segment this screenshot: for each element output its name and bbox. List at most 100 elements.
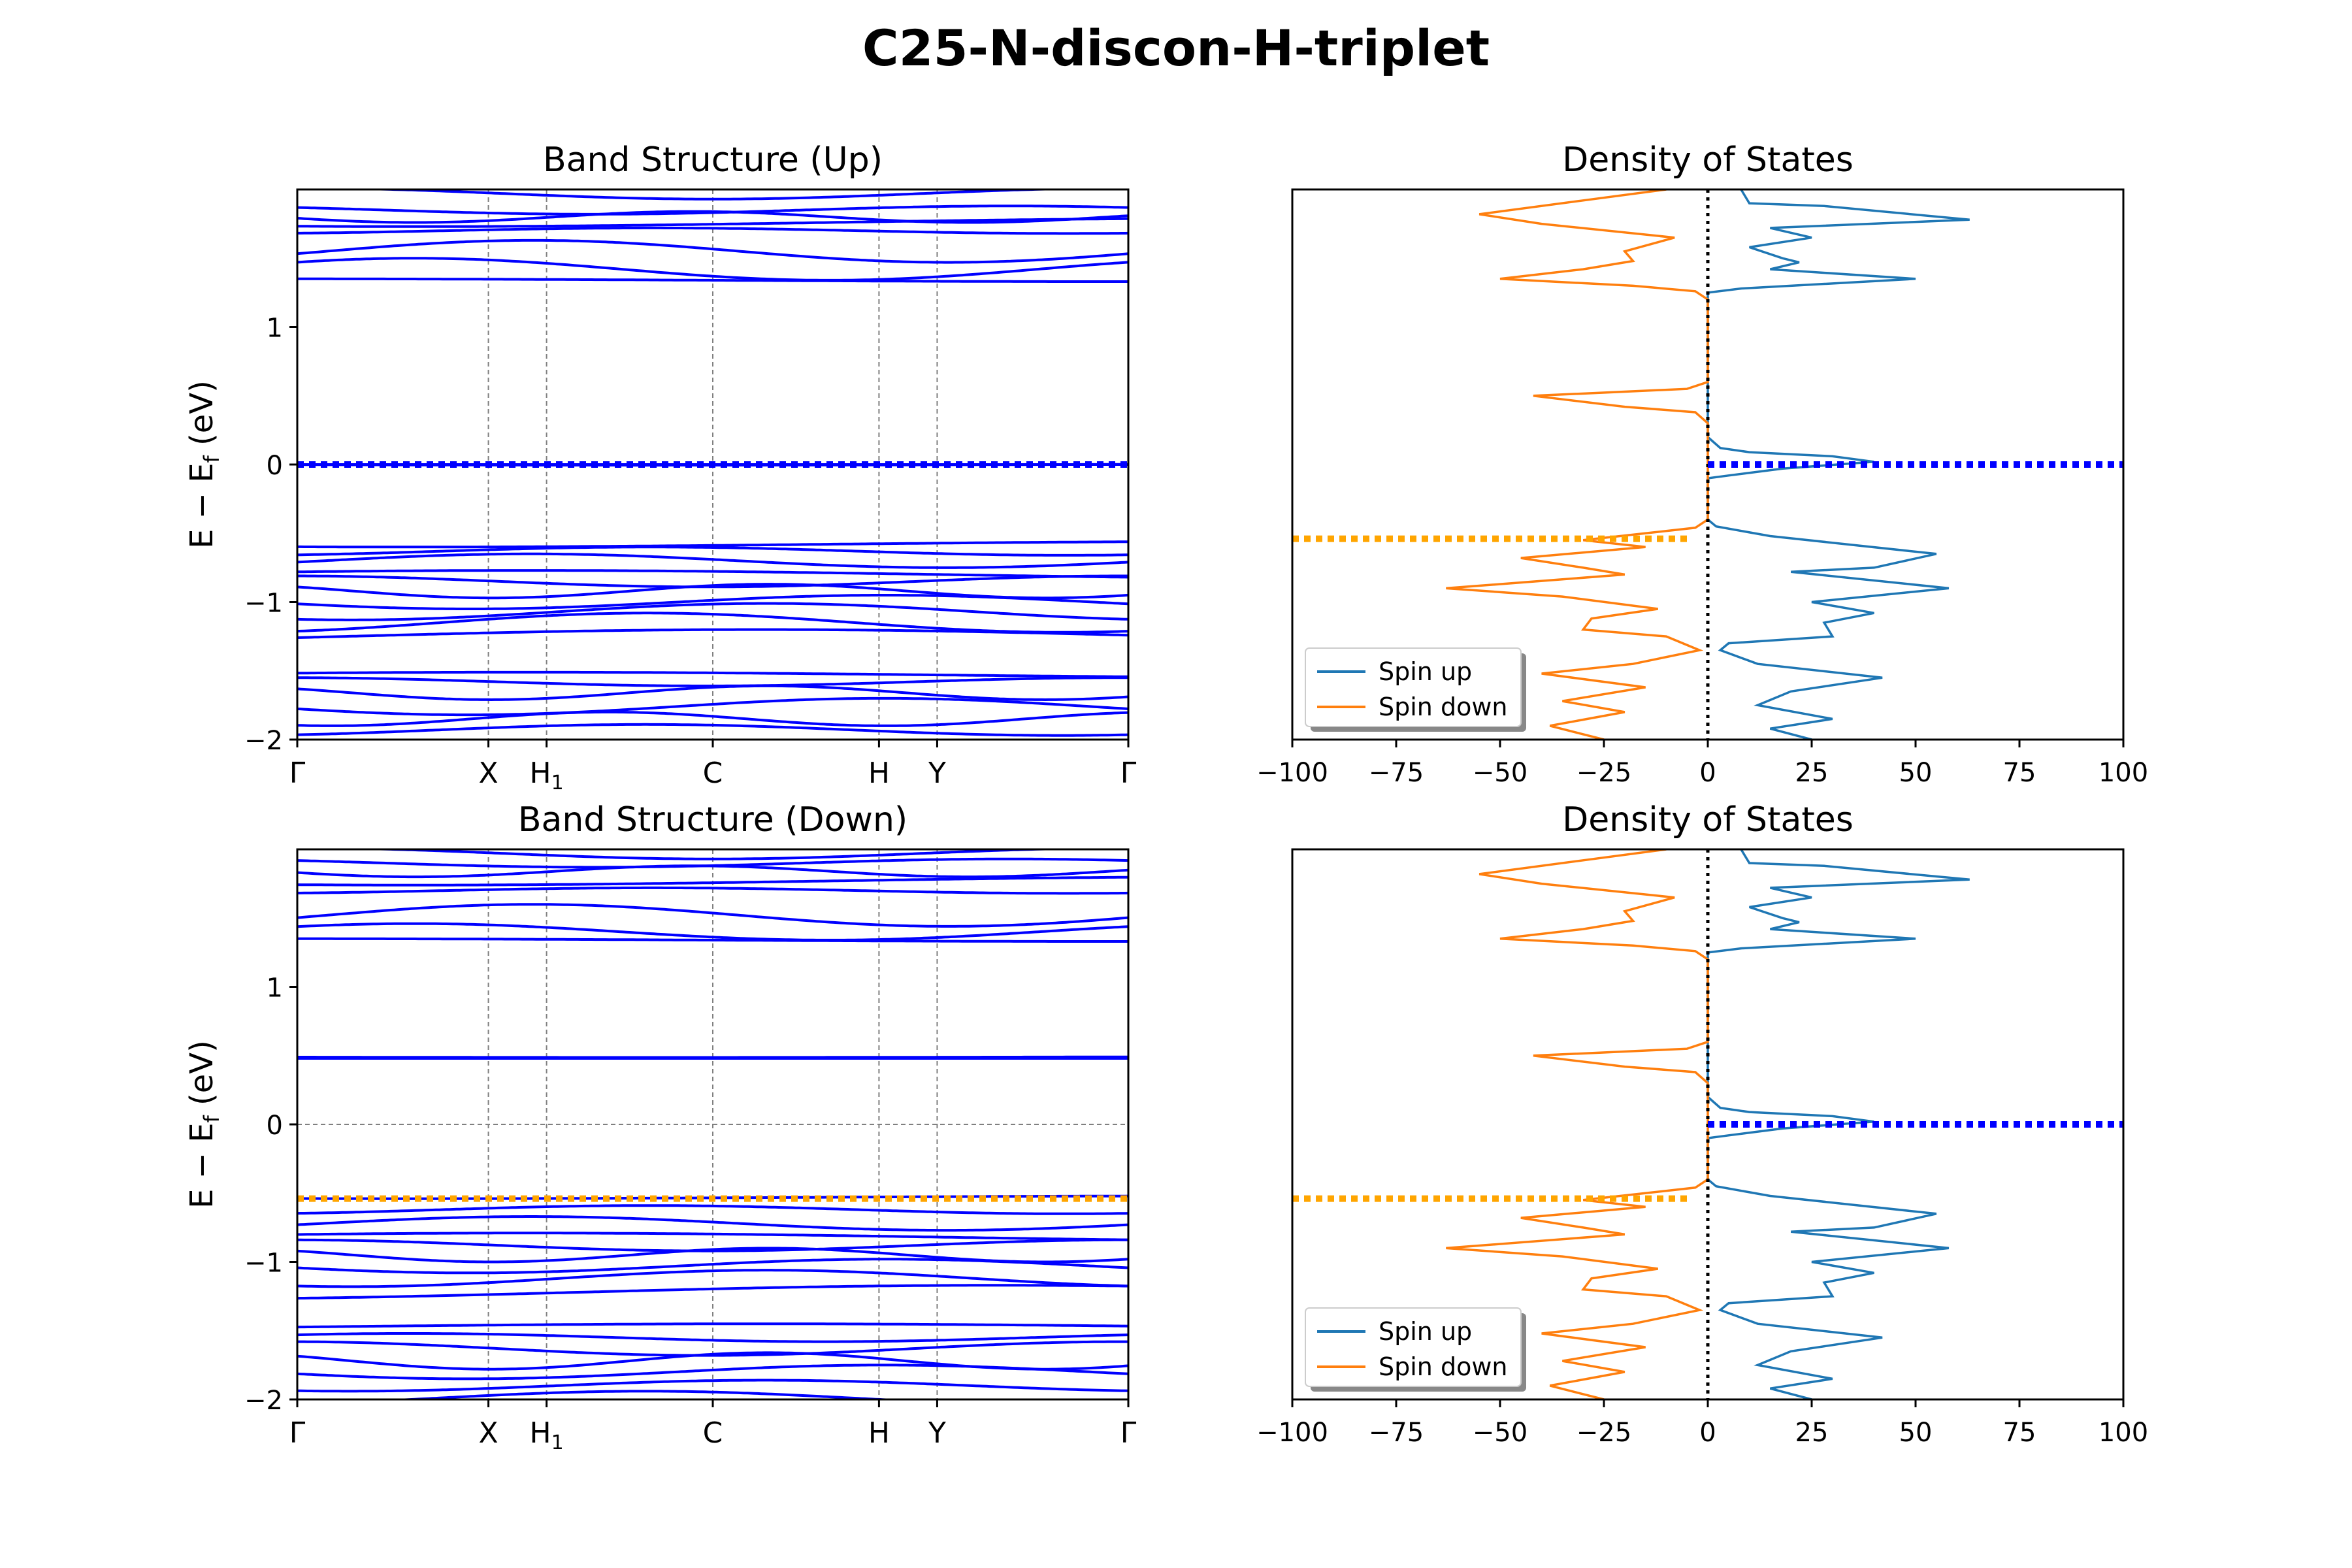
band-line bbox=[297, 1215, 1128, 1232]
band-line bbox=[297, 540, 1128, 549]
x-tick-label: 0 bbox=[1699, 758, 1716, 788]
band-line bbox=[297, 886, 1128, 895]
band-line bbox=[297, 546, 1128, 557]
x-tick-label: 0 bbox=[1699, 1418, 1716, 1448]
band-line bbox=[297, 1238, 1128, 1252]
x-tick-label: 100 bbox=[2099, 1418, 2148, 1448]
band-line bbox=[297, 594, 1128, 610]
y-tick-label: 0 bbox=[267, 451, 283, 481]
x-tick-label: Γ bbox=[289, 757, 306, 790]
band-line bbox=[314, 189, 1111, 201]
y-tick-label: −2 bbox=[244, 1386, 283, 1416]
spin-down-line bbox=[1446, 849, 1709, 1399]
band-line bbox=[297, 574, 1128, 589]
band-line bbox=[297, 1232, 1128, 1241]
band-line bbox=[297, 875, 1128, 887]
band_up-title: Band Structure (Up) bbox=[543, 140, 883, 180]
x-tick-label: 75 bbox=[2003, 1418, 2036, 1448]
band-line bbox=[297, 569, 1128, 579]
x-tick-label: −25 bbox=[1576, 758, 1631, 788]
band_up-frame bbox=[296, 188, 1130, 741]
band-line bbox=[297, 1379, 1128, 1393]
legend-label: Spin up bbox=[1379, 657, 1472, 686]
dos_up-plot-area bbox=[1292, 189, 2123, 740]
y-tick-label: −1 bbox=[244, 1249, 283, 1279]
legend-label: Spin down bbox=[1379, 1352, 1508, 1381]
x-tick-label: X bbox=[478, 757, 498, 790]
legend: Spin up Spin down bbox=[1305, 647, 1526, 732]
band-line bbox=[297, 1204, 1128, 1215]
dos_down-frame bbox=[1291, 848, 2125, 1401]
y-tick-label: 1 bbox=[267, 314, 283, 344]
legend-label: Spin down bbox=[1379, 693, 1508, 721]
x-tick-label: −75 bbox=[1369, 758, 1424, 788]
x-tick-label: 25 bbox=[1795, 1418, 1829, 1448]
band_up-plot-area bbox=[297, 189, 1128, 740]
band-line bbox=[297, 552, 1128, 569]
band-line bbox=[297, 670, 1128, 678]
dos_up-frame bbox=[1291, 188, 2125, 741]
band_down-plot-area bbox=[297, 849, 1128, 1399]
band-line bbox=[297, 903, 1128, 928]
band-line bbox=[297, 602, 1128, 621]
x-tick-label: C bbox=[703, 1416, 723, 1450]
x-tick-label: Γ bbox=[1120, 1416, 1137, 1450]
x-tick-label: −100 bbox=[1256, 758, 1328, 788]
band-line bbox=[297, 1332, 1128, 1343]
x-tick-label: Γ bbox=[289, 1416, 306, 1450]
band-line bbox=[297, 210, 1128, 224]
x-tick-label: 100 bbox=[2099, 758, 2148, 788]
x-tick-label: H1 bbox=[530, 1416, 564, 1454]
x-tick-label: H bbox=[868, 757, 890, 790]
x-tick-label: X bbox=[478, 1416, 498, 1450]
y-tick-label: −1 bbox=[244, 589, 283, 619]
band-line bbox=[297, 937, 1128, 943]
spin-down-line bbox=[1446, 189, 1709, 740]
x-tick-label: −50 bbox=[1473, 758, 1527, 788]
x-tick-label: C bbox=[703, 757, 723, 790]
band-line bbox=[297, 864, 1128, 879]
band-line bbox=[297, 217, 1128, 228]
band-line bbox=[297, 723, 1128, 737]
band_down-frame bbox=[296, 848, 1130, 1401]
dos_down-plot-area bbox=[1292, 849, 2123, 1399]
band-line bbox=[297, 1284, 1128, 1300]
dos_up-panel: Density of States −100 −75 −50 −25 0 25 50 75 100… bbox=[1256, 140, 2148, 788]
band-line bbox=[297, 1269, 1128, 1288]
band-line bbox=[297, 226, 1128, 235]
legend: Spin up Spin down bbox=[1305, 1307, 1526, 1392]
band-line bbox=[297, 1258, 1128, 1275]
x-tick-label: 50 bbox=[1899, 758, 1933, 788]
x-tick-label: 75 bbox=[2003, 758, 2036, 788]
x-tick-label: H bbox=[868, 1416, 890, 1450]
band-line bbox=[297, 257, 1128, 282]
x-tick-label: H1 bbox=[530, 757, 564, 794]
x-tick-label: −50 bbox=[1473, 1418, 1527, 1448]
y-tick-label: −2 bbox=[244, 726, 283, 756]
legend-label: Spin up bbox=[1379, 1317, 1472, 1346]
band-line bbox=[297, 1322, 1128, 1329]
band-line bbox=[297, 277, 1128, 283]
band-line bbox=[297, 696, 1128, 717]
band-line bbox=[385, 1390, 907, 1399]
band-line bbox=[297, 628, 1128, 639]
band_down-title: Band Structure (Down) bbox=[518, 800, 907, 840]
band-line bbox=[297, 710, 1128, 727]
x-tick-label: Y bbox=[928, 757, 946, 790]
y-axis-label: E − Ef (eV) bbox=[184, 380, 224, 549]
figure-title: C25-N-discon-H-triplet bbox=[862, 19, 1490, 77]
dos_down-title: Density of States bbox=[1562, 800, 1854, 840]
x-tick-label: −25 bbox=[1576, 1418, 1631, 1448]
band-line bbox=[297, 684, 1128, 702]
band-line bbox=[314, 849, 1111, 860]
x-tick-label: Y bbox=[928, 1416, 946, 1450]
dos_up-title: Density of States bbox=[1562, 140, 1854, 180]
x-tick-label: −100 bbox=[1256, 1418, 1328, 1448]
x-tick-label: 50 bbox=[1899, 1418, 1933, 1448]
x-tick-label: 25 bbox=[1795, 758, 1829, 788]
dos_down-panel: Density of States −100 −75 −50 −25 0 25 50 75 100… bbox=[1256, 800, 2148, 1448]
band-line bbox=[297, 1055, 1128, 1059]
